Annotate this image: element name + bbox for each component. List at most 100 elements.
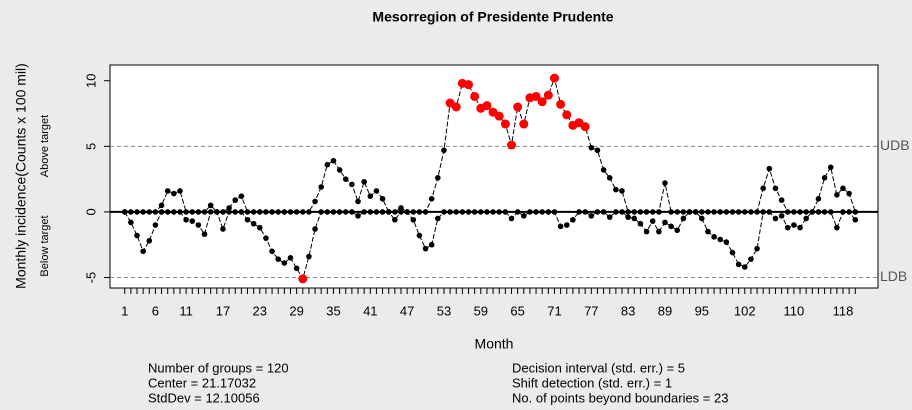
point	[772, 215, 779, 222]
point	[619, 188, 625, 194]
point	[164, 188, 171, 194]
stats-left: Center = 21.17032	[148, 375, 256, 390]
point	[754, 209, 760, 215]
point	[600, 209, 607, 215]
point	[269, 248, 275, 255]
violation-point	[543, 90, 553, 100]
point	[293, 209, 300, 215]
point	[490, 209, 496, 215]
point	[195, 209, 202, 215]
point	[637, 220, 644, 227]
point	[527, 209, 533, 215]
point	[312, 226, 318, 232]
point	[643, 228, 650, 235]
stats-right: Decision interval (std. err.) = 5	[512, 360, 685, 375]
point	[428, 241, 435, 248]
point	[324, 209, 331, 215]
point	[238, 209, 245, 215]
point	[723, 239, 730, 245]
point	[250, 220, 257, 227]
stats-right: Shift detection (std. err.) = 1	[512, 375, 672, 390]
point	[649, 209, 656, 215]
point	[140, 209, 146, 215]
point	[557, 223, 564, 230]
point	[735, 261, 742, 268]
point	[656, 228, 662, 235]
point	[183, 209, 189, 215]
x-tick-label: 47	[400, 303, 414, 318]
stats-right: No. of points beyond boundaries = 23	[512, 390, 728, 405]
point	[741, 209, 748, 215]
point	[287, 209, 294, 215]
point	[588, 213, 595, 219]
point	[588, 144, 595, 151]
point	[447, 209, 453, 215]
point	[539, 209, 545, 215]
point	[398, 205, 404, 211]
point	[711, 234, 717, 240]
violation-point	[470, 91, 480, 101]
point	[680, 209, 687, 215]
point	[281, 209, 288, 215]
point	[410, 216, 417, 223]
point	[318, 209, 324, 215]
point	[349, 209, 355, 215]
violation-point	[556, 99, 566, 109]
point	[631, 215, 638, 222]
point	[361, 209, 367, 215]
point	[772, 185, 779, 192]
violation-point	[482, 101, 492, 111]
point	[735, 209, 742, 215]
point	[533, 209, 539, 215]
x-tick-label: 53	[437, 303, 451, 318]
x-tick-label: 1	[121, 303, 128, 318]
point	[318, 184, 324, 190]
y-tick-label: 10	[83, 74, 98, 88]
violation-point	[537, 97, 547, 107]
point	[171, 209, 177, 215]
point	[121, 209, 128, 215]
point	[778, 197, 785, 203]
point	[355, 198, 361, 205]
x-axis-label: Month	[475, 336, 514, 352]
point	[803, 215, 809, 222]
y-tick-label: -5	[83, 272, 98, 284]
point	[361, 178, 367, 185]
point	[312, 198, 318, 205]
point	[336, 167, 343, 173]
point	[563, 222, 570, 228]
plot-area	[109, 64, 879, 289]
point	[662, 219, 668, 226]
point	[619, 209, 625, 215]
point	[441, 147, 447, 154]
point	[373, 188, 380, 194]
point	[177, 188, 183, 194]
point	[496, 209, 503, 215]
point	[299, 209, 306, 215]
point	[158, 202, 165, 209]
point	[465, 209, 472, 215]
point	[128, 219, 134, 226]
point	[784, 209, 791, 215]
point	[649, 218, 656, 224]
point	[852, 216, 859, 223]
point	[674, 209, 681, 215]
point	[250, 209, 257, 215]
point	[699, 215, 705, 222]
x-tick-label: 29	[289, 303, 303, 318]
point	[680, 215, 687, 222]
point	[416, 209, 423, 215]
point	[275, 209, 282, 215]
point	[226, 205, 232, 211]
point	[834, 224, 840, 231]
above-label: Above target	[39, 115, 51, 177]
point	[643, 209, 650, 215]
violation-point	[506, 140, 516, 150]
point	[263, 235, 269, 241]
point	[594, 209, 601, 215]
point	[594, 147, 601, 154]
point	[582, 209, 588, 215]
point	[226, 209, 232, 215]
point	[263, 209, 269, 215]
point	[705, 228, 711, 235]
